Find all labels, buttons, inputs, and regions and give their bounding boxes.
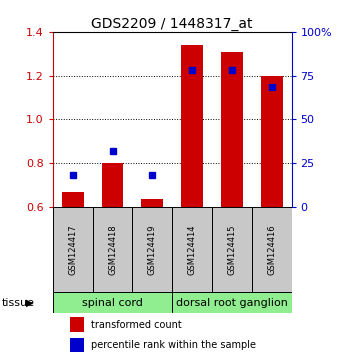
Text: GSM124415: GSM124415 xyxy=(227,224,236,275)
Bar xyxy=(53,207,93,292)
Text: GSM124414: GSM124414 xyxy=(188,224,197,275)
Text: GSM124418: GSM124418 xyxy=(108,224,117,275)
Bar xyxy=(252,207,292,292)
Bar xyxy=(53,292,172,313)
Bar xyxy=(70,317,84,332)
Text: percentile rank within the sample: percentile rank within the sample xyxy=(91,340,256,350)
Bar xyxy=(93,207,132,292)
Text: spinal cord: spinal cord xyxy=(82,298,143,308)
Bar xyxy=(102,163,123,207)
Bar xyxy=(172,292,292,313)
Bar xyxy=(172,207,212,292)
Text: GSM124419: GSM124419 xyxy=(148,224,157,275)
Bar xyxy=(70,338,84,352)
Title: GDS2209 / 1448317_at: GDS2209 / 1448317_at xyxy=(91,17,253,31)
Text: ▶: ▶ xyxy=(26,298,33,308)
Bar xyxy=(62,193,84,207)
Text: transformed count: transformed count xyxy=(91,320,182,330)
Bar xyxy=(221,52,243,207)
Text: dorsal root ganglion: dorsal root ganglion xyxy=(176,298,288,308)
Text: GSM124417: GSM124417 xyxy=(68,224,77,275)
Bar xyxy=(181,45,203,207)
Bar xyxy=(142,199,163,207)
Text: tissue: tissue xyxy=(2,298,35,308)
Text: GSM124416: GSM124416 xyxy=(267,224,276,275)
Bar xyxy=(261,76,283,207)
Bar xyxy=(132,207,172,292)
Bar xyxy=(212,207,252,292)
